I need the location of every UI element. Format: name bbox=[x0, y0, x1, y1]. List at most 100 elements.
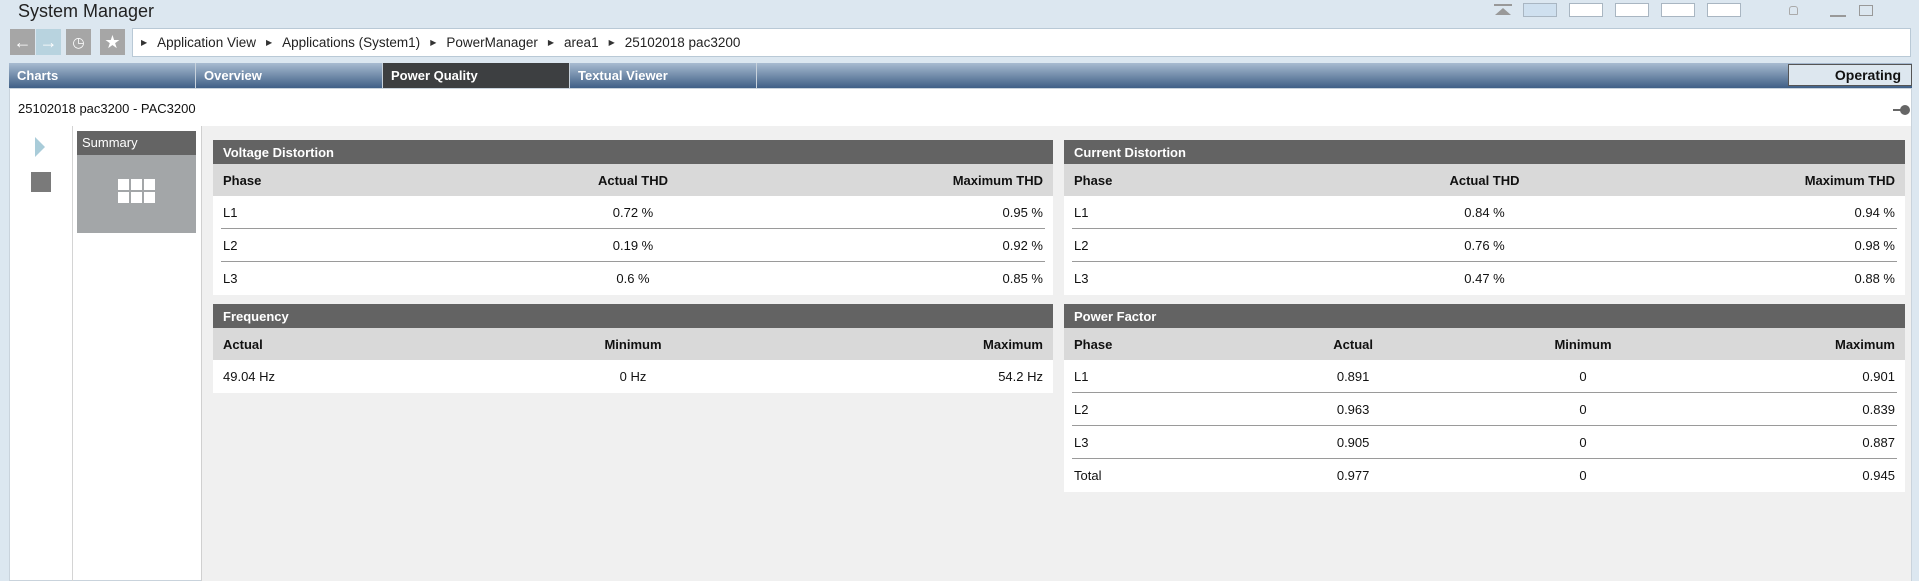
cell: 0.977 bbox=[1336, 468, 1370, 483]
lock-icon[interactable] bbox=[1789, 6, 1798, 15]
table-row: L1 0.84 % 0.94 % bbox=[1072, 196, 1897, 229]
cell: L3 bbox=[1074, 271, 1089, 286]
breadcrumb: ▶ Application View ▶ Applications (Syste… bbox=[132, 28, 1911, 57]
breadcrumb-item[interactable]: Application View bbox=[157, 35, 256, 50]
cell: 0.72 % bbox=[612, 204, 654, 220]
panel-title: Frequency bbox=[213, 304, 1053, 328]
cell: 0.891 bbox=[1336, 368, 1370, 384]
table-header: Phase Actual THD Maximum THD bbox=[213, 164, 1053, 196]
cell: 0.47 % bbox=[1464, 271, 1505, 286]
table-header: Phase Actual THD Maximum THD bbox=[1064, 164, 1905, 196]
tab-charts[interactable]: Charts bbox=[9, 63, 196, 88]
frequency-panel: Frequency Actual Minimum Maximum 49.04 Hz 0… bbox=[213, 304, 1053, 393]
cell: L3 bbox=[223, 271, 238, 286]
grid-icon bbox=[117, 179, 156, 203]
cell: 0.905 bbox=[1336, 434, 1370, 450]
breadcrumb-arrow-icon: ▶ bbox=[265, 38, 273, 47]
column-header: Actual THD bbox=[1449, 172, 1520, 188]
cell: L2 bbox=[1074, 237, 1089, 253]
column-header: Phase bbox=[223, 172, 262, 188]
stop-square-icon[interactable] bbox=[31, 172, 51, 192]
cell: 0.6 % bbox=[616, 271, 650, 286]
layout-grid-button[interactable] bbox=[1523, 3, 1557, 17]
cell: 0.901 bbox=[1862, 368, 1895, 384]
breadcrumb-item[interactable]: PowerManager bbox=[446, 35, 538, 50]
tab-overview[interactable]: Overview bbox=[196, 63, 383, 88]
cell: 0 bbox=[1579, 368, 1587, 384]
table-header: Phase Actual Minimum Maximum bbox=[1064, 328, 1905, 360]
panel-title: Power Factor bbox=[1064, 304, 1905, 328]
power-factor-panel: Power Factor Phase Actual Minimum Maximum L… bbox=[1064, 304, 1905, 492]
page-title: 25102018 pac3200 - PAC3200 bbox=[18, 101, 196, 116]
table-row: L1 0.891 0 0.901 bbox=[1072, 360, 1897, 393]
cell: 0.76 % bbox=[1464, 237, 1505, 253]
column-header: Phase bbox=[1074, 172, 1113, 188]
cell: 0.95 % bbox=[1002, 204, 1043, 220]
cell: Total bbox=[1074, 468, 1102, 483]
table-row: L2 0.76 % 0.98 % bbox=[1072, 229, 1897, 262]
table-row: L3 0.47 % 0.88 % bbox=[1072, 262, 1897, 295]
layout-quad-button[interactable] bbox=[1661, 3, 1695, 17]
tab-textual-viewer[interactable]: Textual Viewer bbox=[570, 63, 757, 88]
minimize-icon[interactable] bbox=[1830, 15, 1846, 17]
breadcrumb-arrow-icon: ▶ bbox=[430, 38, 437, 47]
column-header: Maximum bbox=[983, 336, 1043, 352]
breadcrumb-item[interactable]: area1 bbox=[564, 35, 599, 50]
column-header: Maximum THD bbox=[1804, 172, 1895, 188]
cell: L2 bbox=[1074, 401, 1089, 417]
pin-icon[interactable] bbox=[1893, 104, 1913, 116]
back-button[interactable]: ← bbox=[10, 29, 35, 55]
breadcrumb-item[interactable]: Applications (System1) bbox=[282, 35, 421, 50]
column-header: Actual bbox=[223, 336, 263, 352]
table-row: L1 0.72 % 0.95 % bbox=[221, 196, 1045, 229]
table-header: Actual Minimum Maximum bbox=[213, 328, 1053, 360]
table-row: Total 0.977 0 0.945 bbox=[1072, 459, 1897, 492]
layout-single-button[interactable] bbox=[1707, 3, 1741, 17]
cell: 0 Hz bbox=[619, 369, 647, 384]
cell: 49.04 Hz bbox=[223, 369, 276, 384]
cell: 0.945 bbox=[1862, 468, 1895, 483]
breadcrumb-item[interactable]: 25102018 pac3200 bbox=[624, 35, 741, 50]
column-header: Actual bbox=[1333, 336, 1373, 352]
panel-title: Voltage Distortion bbox=[213, 140, 1053, 164]
cell: L1 bbox=[1074, 204, 1089, 220]
table-row: L2 0.963 0 0.839 bbox=[1072, 393, 1897, 426]
cell: 0.88 % bbox=[1854, 271, 1895, 286]
column-header: Phase bbox=[1074, 336, 1113, 352]
column-header: Maximum THD bbox=[952, 172, 1043, 188]
panel-title: Current Distortion bbox=[1064, 140, 1905, 164]
forward-button[interactable]: → bbox=[36, 29, 61, 55]
cell: 54.2 Hz bbox=[998, 369, 1043, 384]
collapse-top-icon[interactable] bbox=[1494, 4, 1512, 16]
cell: 0.839 bbox=[1862, 401, 1895, 417]
favorites-star-button[interactable]: ★ bbox=[100, 29, 125, 55]
column-header: Maximum bbox=[1835, 336, 1895, 352]
status-operating-button[interactable]: Operating bbox=[1788, 64, 1912, 86]
breadcrumb-arrow-icon: ▶ bbox=[608, 38, 615, 47]
cell: 0.963 bbox=[1336, 401, 1370, 417]
history-button[interactable]: ◷ bbox=[66, 29, 91, 55]
layout-split-h-button[interactable] bbox=[1569, 3, 1603, 17]
summary-tile[interactable]: Summary bbox=[77, 131, 196, 233]
divider bbox=[72, 126, 73, 581]
summary-label: Summary bbox=[77, 131, 196, 155]
window-title: System Manager bbox=[18, 1, 155, 21]
cell: 0.19 % bbox=[612, 237, 654, 253]
voltage-distortion-panel: Voltage Distortion Phase Actual THD Maximu… bbox=[213, 140, 1053, 295]
table-row: L3 0.6 % 0.85 % bbox=[221, 262, 1045, 295]
tab-bar: Charts Overview Power Quality Textual Vi… bbox=[9, 63, 1912, 88]
column-header: Minimum bbox=[604, 336, 662, 352]
cell: 0 bbox=[1579, 468, 1587, 483]
tab-power-quality[interactable]: Power Quality bbox=[383, 63, 570, 88]
expand-arrow-icon[interactable] bbox=[35, 137, 45, 157]
cell: 0.98 % bbox=[1854, 237, 1895, 253]
layout-split-v-button[interactable] bbox=[1615, 3, 1649, 17]
restore-icon[interactable] bbox=[1859, 5, 1873, 16]
breadcrumb-arrow-icon: ▶ bbox=[547, 38, 555, 47]
cell: L1 bbox=[223, 204, 238, 220]
cell: 0 bbox=[1579, 434, 1587, 450]
cell: L3 bbox=[1074, 434, 1089, 450]
current-distortion-panel: Current Distortion Phase Actual THD Maximu… bbox=[1064, 140, 1905, 295]
cell: 0.85 % bbox=[1002, 271, 1043, 286]
cell: 0.887 bbox=[1862, 434, 1895, 450]
